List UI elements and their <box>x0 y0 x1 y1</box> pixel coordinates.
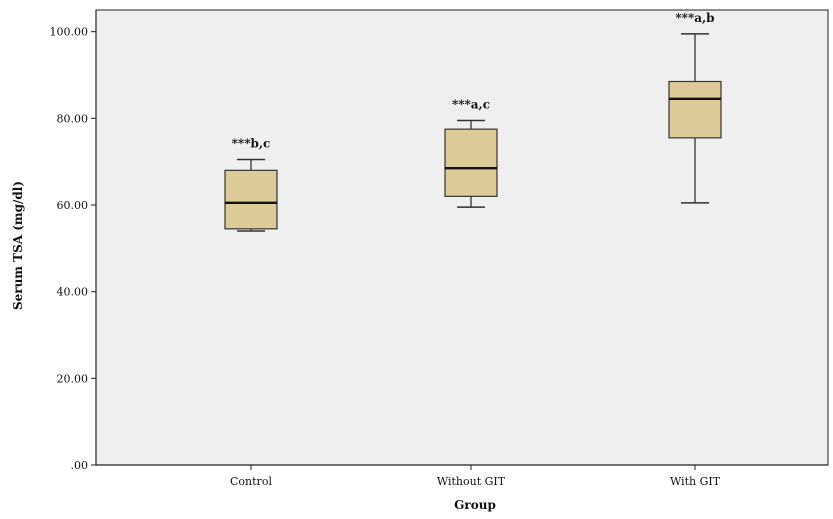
iqr-box <box>668 80 722 139</box>
y-tick-label: 100.00 <box>50 26 89 39</box>
significance-annotation: ***a,b <box>675 11 714 25</box>
y-axis-title: Serum TSA (mg/dl) <box>11 181 25 310</box>
significance-annotation: ***b,c <box>232 137 271 151</box>
plot-area <box>95 9 829 466</box>
x-tick-label: Without GIT <box>437 475 506 488</box>
box-with-git: ***a,b <box>668 11 722 204</box>
x-tick-label: With GIT <box>670 475 721 488</box>
y-tick-label: 40.00 <box>57 286 89 299</box>
x-axis-title: Group <box>454 498 496 512</box>
box-without-git: ***a,c <box>444 98 498 208</box>
iqr-box <box>224 169 278 230</box>
y-tick-label: 60.00 <box>57 199 89 212</box>
y-tick-label: 80.00 <box>57 112 89 125</box>
y-axis-ticks: .00 20.00 40.00 60.00 80.00 100.00 <box>50 26 96 472</box>
x-axis-ticks: Control Without GIT With GIT <box>230 465 721 488</box>
significance-annotation: ***a,c <box>452 98 490 112</box>
y-tick-label: .00 <box>71 459 89 472</box>
box-control: ***b,c <box>224 137 278 232</box>
y-tick-label: 20.00 <box>57 372 89 385</box>
x-tick-label: Control <box>230 475 272 488</box>
box-series: ***b,c ***a,c ***a,b <box>224 11 722 232</box>
iqr-box <box>444 128 498 197</box>
